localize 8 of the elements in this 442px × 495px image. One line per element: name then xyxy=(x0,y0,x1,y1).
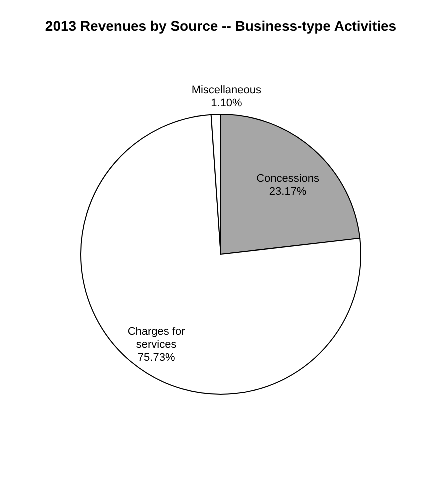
slice-label: Concessions xyxy=(256,173,320,186)
data-label: 75.73% xyxy=(138,352,176,364)
pie-slice xyxy=(80,114,362,395)
data-label: 1.10% xyxy=(211,98,242,110)
slice-label: Charges for services xyxy=(128,326,186,352)
slice-label: Miscellaneous xyxy=(192,84,262,97)
chart-title: 2013 Revenues by Source -- Business-type Activities xyxy=(45,18,397,34)
data-label: 23.17% xyxy=(269,186,307,198)
